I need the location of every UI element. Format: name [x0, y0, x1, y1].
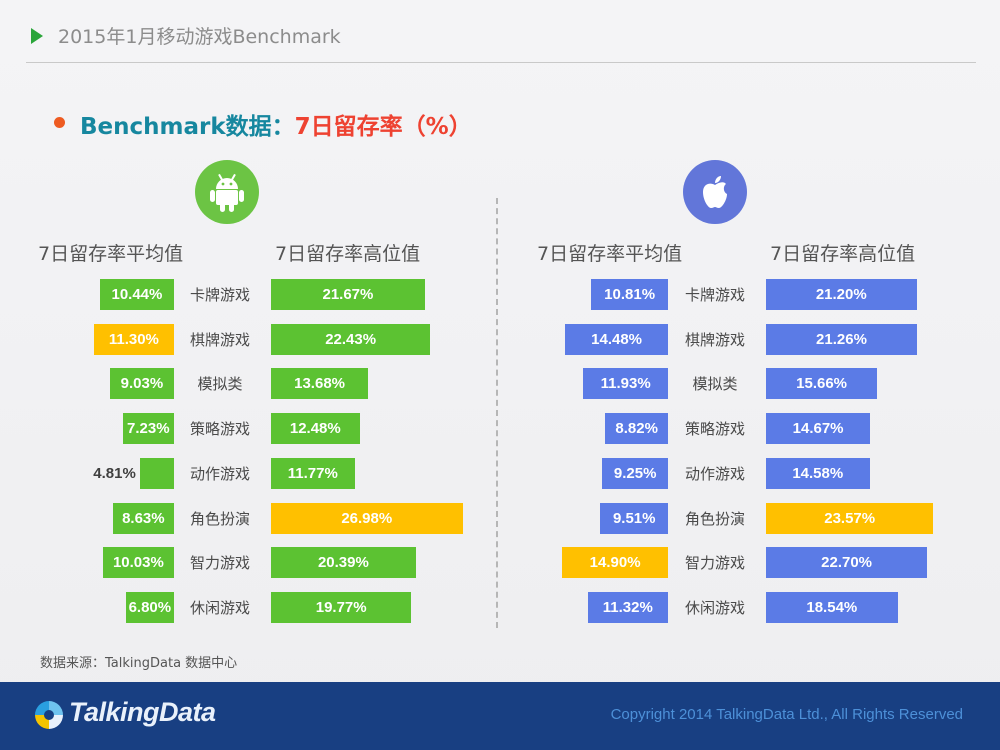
footer-copyright: Copyright 2014 TalkingData Ltd., All Rig… — [610, 706, 963, 723]
android-avg-bar: 10.44% — [99, 279, 174, 310]
header-arrow-icon — [31, 28, 43, 44]
ios-category-label: 卡牌游戏 — [684, 286, 745, 304]
android-category-label: 棋牌游戏 — [189, 330, 250, 349]
bullet-dot-icon — [54, 117, 65, 128]
android-high-bar: 26.98% — [271, 502, 463, 534]
section-title: Benchmark数据：7日留存率（%） — [80, 107, 472, 141]
android-avg-bar-label: 4.81% — [93, 464, 136, 482]
android-category-label: 角色扮演 — [189, 509, 250, 528]
ios-avg-header: 7日留存率平均值 — [537, 243, 683, 265]
ios-high-bar: 21.20% — [766, 279, 917, 310]
footer-bar — [0, 682, 1000, 750]
android-avg-bar: 8.63% — [112, 502, 174, 534]
ios-avg-bar: 10.81% — [591, 279, 668, 310]
android-avg-bar: 9.03% — [109, 368, 174, 400]
android-high-bar: 13.68% — [271, 368, 369, 400]
android-avg-header: 7日留存率平均值 — [38, 243, 184, 265]
android-category-label: 休闲游戏 — [189, 598, 250, 617]
android-category-label: 智力游戏 — [189, 554, 250, 573]
android-avg-bar: 11.30% — [93, 323, 174, 355]
ios-category-label: 棋牌游戏 — [684, 330, 745, 349]
ios-high-bar: 14.67% — [766, 413, 871, 445]
page-title: 2015年1月移动游戏Benchmark — [58, 26, 341, 48]
android-avg-bar: 7.23% — [122, 413, 174, 445]
ios-high-bar: 22.70% — [766, 547, 928, 579]
android-icon — [195, 160, 259, 224]
ios-avg-bar: 9.25% — [602, 457, 668, 489]
android-category-label: 动作游戏 — [189, 464, 250, 483]
android-high-bar: 11.77% — [271, 457, 355, 489]
android-avg-bar: 10.03% — [102, 547, 174, 579]
section-title-label: Benchmark数据： — [80, 114, 295, 140]
android-high-bar: 20.39% — [271, 547, 416, 579]
android-high-bar: 22.43% — [271, 323, 431, 355]
ios-avg-bar: 14.90% — [562, 547, 668, 579]
ios-category-label: 动作游戏 — [684, 464, 745, 483]
ios-avg-bar: 11.93% — [583, 368, 668, 400]
android-high-bar: 12.48% — [271, 413, 360, 445]
header-divider — [26, 62, 976, 63]
retention-chart: 卡牌游戏 10.44% 21.67% 棋牌游戏 11.30% 22.43% 模拟类 9.03%… — [93, 279, 934, 623]
ios-category-label: 休闲游戏 — [684, 598, 745, 617]
ios-category-label: 智力游戏 — [684, 554, 745, 573]
android-category-label: 模拟类 — [197, 375, 243, 394]
ios-high-bar: 14.58% — [766, 457, 870, 489]
android-avg-bar — [139, 457, 174, 489]
android-category-label: 策略游戏 — [189, 420, 250, 439]
center-divider — [496, 198, 498, 628]
android-category-label: 卡牌游戏 — [189, 286, 250, 304]
ios-high-bar: 15.66% — [766, 368, 878, 400]
ios-high-bar: 23.57% — [766, 502, 934, 534]
ios-category-label: 模拟类 — [692, 375, 738, 394]
ios-avg-bar: 9.51% — [600, 502, 668, 534]
ios-avg-bar: 14.48% — [565, 323, 668, 355]
android-high-header: 7日留存率高位值 — [275, 243, 421, 265]
source-note: 数据来源：TalkingData 数据中心 — [40, 656, 238, 671]
android-high-bar: 19.77% — [271, 591, 412, 623]
talkingdata-logo-icon — [33, 699, 65, 735]
ios-high-header: 7日留存率高位值 — [770, 243, 916, 265]
android-high-bar: 21.67% — [271, 279, 425, 310]
ios-category-label: 策略游戏 — [684, 420, 745, 439]
ios-category-label: 角色扮演 — [684, 509, 745, 528]
ios-high-bar: 18.54% — [766, 591, 898, 623]
android-avg-bar: 6.80% — [125, 591, 174, 623]
ios-avg-bar: 8.82% — [605, 413, 668, 445]
footer-logo-text: TalkingData — [69, 697, 216, 727]
section-title-metric: 7日留存率（%） — [294, 114, 472, 140]
ios-high-bar: 21.26% — [766, 323, 917, 355]
ios-avg-bar: 11.32% — [587, 591, 668, 623]
apple-icon — [683, 160, 747, 224]
